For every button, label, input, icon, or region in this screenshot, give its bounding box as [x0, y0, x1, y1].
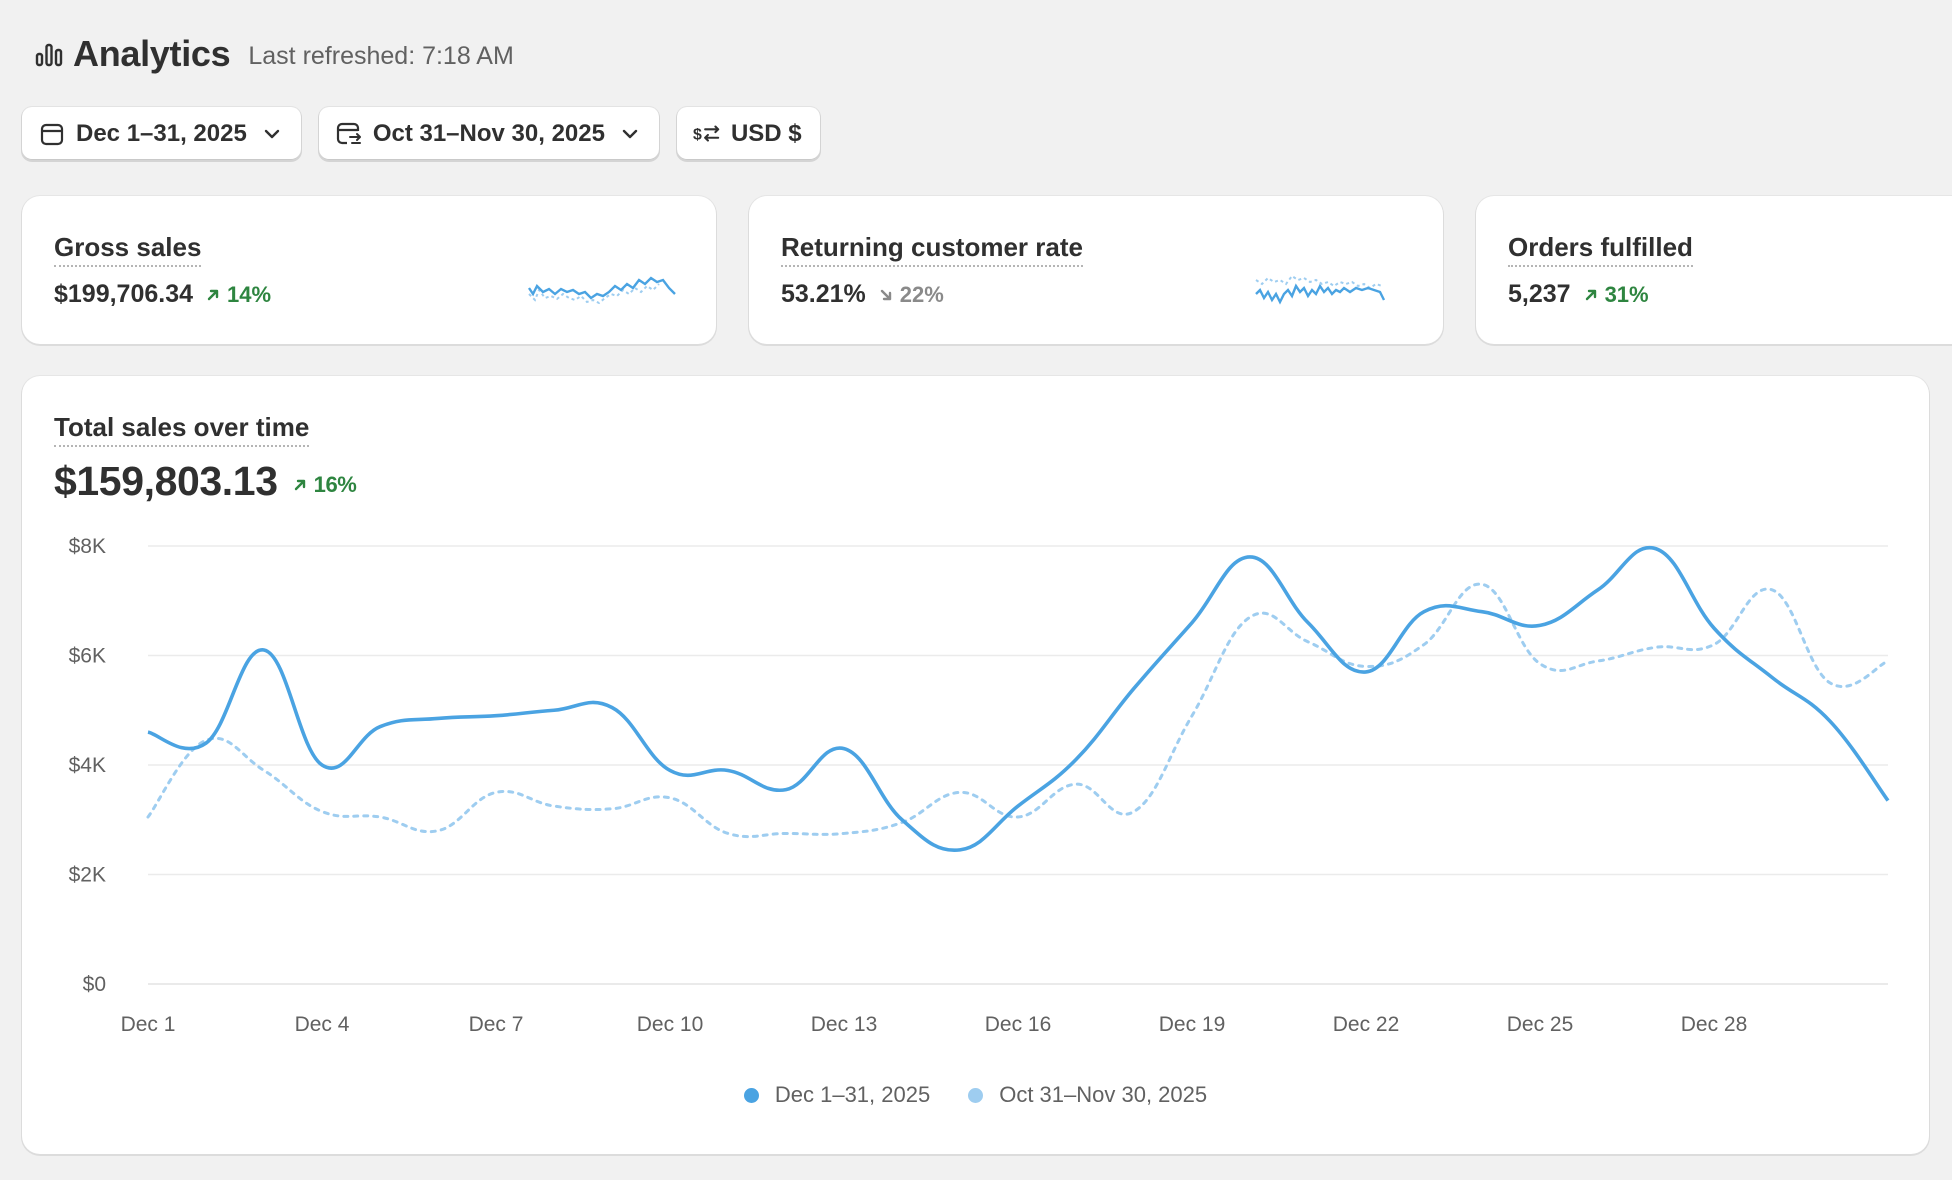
kpi-value-row: 53.21% 22%	[781, 280, 944, 309]
total-sales-chart-card: Total sales over time $159,803.13 16% $0…	[22, 376, 1929, 1154]
kpi-value-row: 5,237 31%	[1508, 280, 1649, 309]
page-header: Analytics Last refreshed: 7:18 AM	[35, 30, 514, 78]
x-tick-label: Dec 4	[295, 1013, 350, 1036]
gross-sales-sparkline	[528, 276, 676, 305]
chart-total-row: $159,803.13 16%	[54, 458, 357, 505]
kpi-title[interactable]: Gross sales	[54, 232, 202, 267]
svg-text:$: $	[693, 126, 702, 143]
compare-range-label: Oct 31–Nov 30, 2025	[372, 119, 605, 147]
date-range-label: Dec 1–31, 2025	[76, 119, 247, 147]
y-tick-label: $6K	[69, 645, 106, 668]
filter-bar: Dec 1–31, 2025 Oct 31–Nov 30, 2025 $	[22, 107, 820, 160]
x-tick-label: Dec 22	[1333, 1013, 1400, 1036]
currency-exchange-icon: $	[693, 120, 721, 148]
legend-item-current[interactable]: Dec 1–31, 2025	[743, 1082, 931, 1108]
kpi-delta: 14%	[205, 282, 271, 308]
chart-legend: Dec 1–31, 2025 Oct 31–Nov 30, 2025	[22, 1082, 1929, 1108]
kpi-value: $199,706.34	[54, 280, 194, 308]
arrow-up-right-icon	[292, 477, 308, 493]
x-tick-label: Dec 10	[637, 1013, 704, 1036]
y-tick-label: $4K	[69, 754, 106, 777]
y-tick-label: $0	[83, 973, 106, 996]
chart-title[interactable]: Total sales over time	[54, 412, 310, 447]
page-title: Analytics	[73, 33, 231, 74]
chevron-down-icon	[261, 123, 283, 145]
legend-label-current: Dec 1–31, 2025	[774, 1082, 931, 1107]
compare-range-picker-button[interactable]: Oct 31–Nov 30, 2025	[318, 107, 659, 160]
kpi-delta-value: 14%	[227, 281, 272, 307]
chart-delta: 16%	[292, 472, 357, 498]
currency-label: USD $	[730, 119, 802, 147]
date-range-picker-button[interactable]: Dec 1–31, 2025	[22, 107, 301, 160]
kpi-title[interactable]: Returning customer rate	[781, 232, 1083, 267]
kpi-value: 53.21%	[781, 280, 866, 308]
calendar-compare-icon	[335, 120, 363, 148]
y-tick-label: $2K	[69, 864, 106, 887]
x-tick-label: Dec 7	[469, 1013, 524, 1036]
sales-line-chart[interactable]: $0 $2K $4K $6K $8K Dec 1 Dec 4 Dec 7 Dec 10 Dec 1…	[22, 376, 1929, 1154]
x-tick-label: Dec 19	[1159, 1013, 1226, 1036]
arrow-up-right-icon	[1583, 287, 1599, 303]
x-tick-label: Dec 28	[1681, 1013, 1748, 1036]
kpi-delta-value: 22%	[899, 281, 944, 307]
returning-rate-sparkline	[1255, 274, 1386, 305]
chart-total-value: $159,803.13	[54, 458, 278, 504]
arrow-up-right-icon	[205, 287, 221, 303]
x-tick-label: Dec 25	[1507, 1013, 1574, 1036]
kpi-delta: 22%	[878, 282, 944, 308]
calendar-icon	[38, 120, 66, 148]
kpi-value: 5,237	[1508, 280, 1571, 308]
x-tick-label: Dec 13	[811, 1013, 878, 1036]
kpi-value-row: $199,706.34 14%	[54, 280, 271, 309]
x-tick-label: Dec 16	[985, 1013, 1052, 1036]
y-tick-label: $8K	[69, 535, 106, 558]
current-series-line	[147, 545, 1890, 853]
legend-dot-comparison	[968, 1087, 984, 1103]
kpi-title[interactable]: Orders fulfilled	[1508, 232, 1693, 267]
kpi-card-gross-sales[interactable]: Gross sales $199,706.34 14%	[22, 196, 716, 344]
kpi-card-returning-customer-rate[interactable]: Returning customer rate 53.21% 22%	[749, 196, 1443, 344]
chart-delta-value: 16%	[313, 471, 357, 497]
arrow-down-right-icon	[878, 287, 894, 303]
kpi-card-orders-fulfilled[interactable]: Orders fulfilled 5,237 31%	[1476, 196, 1952, 344]
last-refreshed-text: Last refreshed: 7:18 AM	[248, 41, 514, 70]
x-tick-label: Dec 1	[121, 1013, 176, 1036]
legend-item-comparison[interactable]: Oct 31–Nov 30, 2025	[968, 1082, 1207, 1108]
bar-chart-icon	[35, 40, 63, 68]
legend-dot-current	[743, 1087, 759, 1103]
comparison-series-line	[146, 582, 1890, 839]
currency-button[interactable]: $ USD $	[676, 107, 820, 160]
legend-label-comparison: Oct 31–Nov 30, 2025	[999, 1082, 1208, 1107]
chevron-down-icon	[619, 123, 641, 145]
kpi-delta-value: 31%	[1604, 281, 1649, 307]
kpi-delta: 31%	[1583, 282, 1649, 308]
